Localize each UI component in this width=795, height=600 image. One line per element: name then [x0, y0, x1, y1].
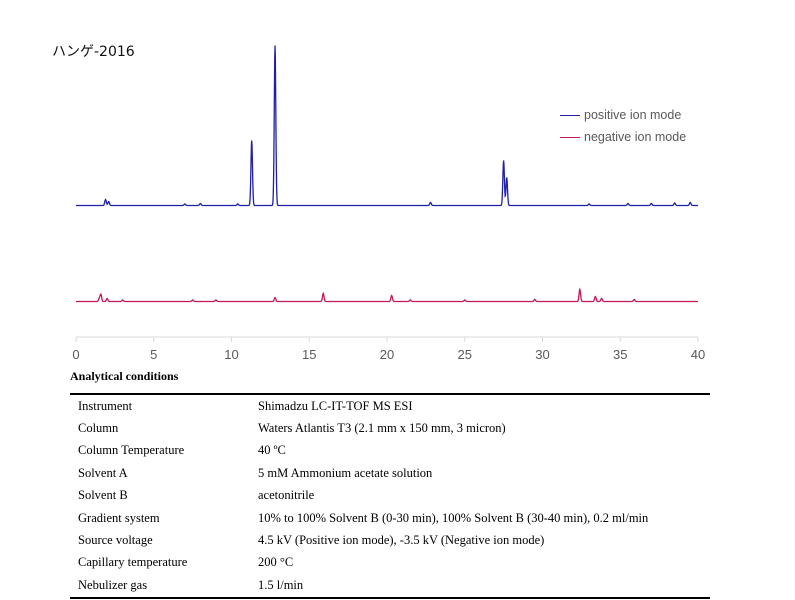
- condition-value: acetonitrile: [258, 488, 315, 503]
- condition-label: Source voltage: [78, 533, 153, 548]
- x-tick-label: 25: [458, 347, 472, 362]
- x-tick-label: 0: [72, 347, 79, 362]
- x-tick-label: 40: [691, 347, 705, 362]
- condition-label: Column: [78, 421, 119, 436]
- condition-label: Nebulizer gas: [78, 577, 148, 592]
- table-row: Solvent B acetonitrile: [70, 485, 710, 507]
- condition-value: Shimadzu LC-IT-TOF MS ESI: [258, 398, 413, 413]
- condition-label: Capillary temperature: [78, 555, 188, 570]
- table-row: Source voltage 4.5 kV (Positive ion mode)…: [70, 529, 710, 551]
- condition-value: Waters Atlantis T3 (2.1 mm x 150 mm, 3 m…: [258, 421, 506, 436]
- table-row: Instrument Shimadzu LC-IT-TOF MS ESI: [70, 394, 710, 417]
- x-tick-label: 20: [380, 347, 394, 362]
- condition-value: 4.5 kV (Positive ion mode), -3.5 kV (Neg…: [258, 533, 545, 548]
- legend-swatch-negative: [560, 136, 580, 138]
- legend-item-negative: negative ion mode: [560, 126, 686, 148]
- chromatogram-chart: 0 5 10 15 20 25 30 35 40: [72, 45, 705, 362]
- condition-value: 5 mM Ammonium acetate solution: [258, 465, 433, 480]
- condition-value: 40 ºC: [258, 443, 286, 458]
- condition-label: Gradient system: [78, 510, 160, 525]
- condition-value: 10% to 100% Solvent B (0-30 min), 100% S…: [258, 510, 649, 525]
- x-tick-label: 35: [613, 347, 627, 362]
- table-row: Capillary temperature 200 °C: [70, 552, 710, 574]
- series-line-positive: [76, 45, 698, 207]
- condition-label: Solvent A: [78, 465, 128, 480]
- conditions-heading: Analytical conditions: [70, 369, 179, 383]
- x-tick-label: 10: [224, 347, 238, 362]
- table-row: Solvent A 5 mM Ammonium acetate solution: [70, 462, 710, 484]
- table-row: Column Waters Atlantis T3 (2.1 mm x 150 m…: [70, 417, 710, 439]
- trace-group: [76, 45, 698, 303]
- condition-value: 1.5 l/min: [258, 577, 304, 592]
- legend-swatch-positive: [560, 114, 580, 116]
- table-row: Nebulizer gas 1.5 l/min: [70, 574, 710, 597]
- x-tick-label: 30: [535, 347, 549, 362]
- table-row: Column Temperature 40 ºC: [70, 440, 710, 462]
- legend: positive ion mode negative ion mode: [560, 104, 686, 148]
- condition-label: Column Temperature: [78, 443, 185, 458]
- series-line-negative: [76, 287, 698, 303]
- legend-label-negative: negative ion mode: [584, 130, 687, 144]
- x-tick-label: 5: [150, 347, 157, 362]
- x-tick-label: 15: [302, 347, 316, 362]
- legend-item-positive: positive ion mode: [560, 104, 686, 126]
- x-axis: 0 5 10 15 20 25 30 35 40: [72, 336, 705, 362]
- condition-value: 200 °C: [258, 555, 294, 570]
- chart-title: ハンゲ-2016: [52, 44, 135, 60]
- legend-label-positive: positive ion mode: [584, 108, 682, 122]
- table-row: Gradient system 10% to 100% Solvent B (0-…: [70, 507, 710, 529]
- condition-label: Solvent B: [78, 488, 128, 503]
- conditions-table: Instrument Shimadzu LC-IT-TOF MS ESI Colum…: [70, 393, 710, 599]
- condition-label: Instrument: [78, 398, 133, 413]
